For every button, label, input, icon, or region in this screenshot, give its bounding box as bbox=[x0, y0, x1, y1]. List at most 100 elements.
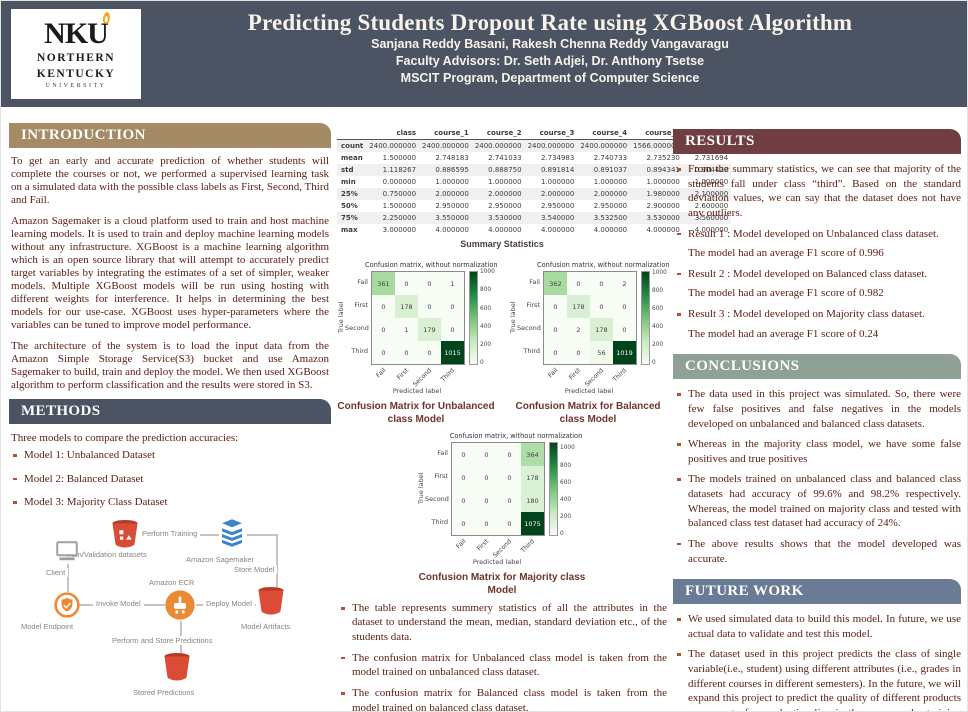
matrix-xtick: Third bbox=[612, 367, 629, 384]
table-cell: 3.532500 bbox=[593, 214, 628, 222]
table-cell: 1.500000 bbox=[382, 202, 417, 210]
table-cell: 2.950000 bbox=[435, 202, 469, 210]
colorbar-tick: 1000 bbox=[652, 269, 667, 276]
matrix-xtick: Fail bbox=[547, 367, 560, 380]
matrix-ytick: Second bbox=[517, 324, 541, 332]
colorbar-tick: 0 bbox=[480, 360, 484, 366]
bullet-item: From the summary statistics, we can see … bbox=[675, 162, 961, 221]
s3-bucket-artifacts-icon bbox=[255, 586, 287, 621]
matrix-ytick: Third bbox=[351, 347, 368, 355]
confusion-matrix-unbalanced: Confusion matrix, without normalization T… bbox=[337, 261, 498, 426]
table-cell: 3.540000 bbox=[540, 214, 575, 222]
table-cell: 0.000000 bbox=[382, 178, 417, 186]
table-row-label: 75% bbox=[341, 214, 358, 222]
matrix-cell: 1015 bbox=[441, 341, 464, 364]
matrix-cell: 0 bbox=[452, 489, 475, 512]
colorbar-tick: 400 bbox=[480, 323, 492, 330]
table-cell: 2.900000 bbox=[646, 202, 680, 210]
colorbar-tick: 200 bbox=[480, 341, 492, 348]
table-cell: 3.560000 bbox=[694, 214, 729, 222]
label-invoke-model: Invoke Model bbox=[93, 599, 144, 609]
table-row-label: min bbox=[341, 178, 356, 186]
client-icon bbox=[53, 539, 81, 570]
introduction-paragraph: The architecture of the system is to loa… bbox=[11, 339, 329, 391]
table-cell: 1.000000 bbox=[593, 178, 628, 186]
flame-icon bbox=[101, 11, 111, 25]
label-ecr: Amazon ECR bbox=[149, 578, 195, 588]
table-cell: 3.550000 bbox=[435, 214, 469, 222]
table-cell: 2.950000 bbox=[540, 202, 575, 210]
matrix-cell: 0 bbox=[498, 466, 521, 489]
table-cell: 2.731694 bbox=[694, 154, 729, 162]
bullet-item: Result 2 : Model developed on Balanced c… bbox=[675, 267, 961, 301]
table-row-label: 25% bbox=[341, 190, 358, 198]
future-work-section: FUTURE WORK We used simulated data to bu… bbox=[673, 579, 961, 711]
s3-bucket-train-icon bbox=[109, 519, 141, 554]
matrix-cell: 364 bbox=[521, 443, 544, 466]
bullet-subtext: The model had an average F1 score of 0.9… bbox=[688, 247, 884, 260]
table-cell: 0.888750 bbox=[488, 166, 522, 174]
table-cell: 1.980000 bbox=[646, 190, 680, 198]
matrix-xtick: Third bbox=[520, 538, 537, 555]
table-row: 50% 1.500000 2.950000 2.950000 2.950000 2.950… bbox=[337, 200, 731, 212]
matrix-cell: 0 bbox=[372, 295, 395, 318]
colorbar-tick: 200 bbox=[560, 513, 572, 520]
bullet-item: Model 3: Majority Class Dataset bbox=[11, 495, 331, 509]
table-cell: 2.950000 bbox=[593, 202, 628, 210]
matrix-cell: 1 bbox=[395, 318, 418, 341]
matrix-title: Confusion matrix, without normalization bbox=[449, 432, 583, 440]
table-cell: 2400.000000 bbox=[527, 142, 575, 150]
matrix-cell: 0 bbox=[544, 318, 567, 341]
introduction-heading: INTRODUCTION bbox=[9, 123, 331, 148]
table-cell: 3.530000 bbox=[488, 214, 522, 222]
matrix-cell: 0 bbox=[452, 466, 475, 489]
table-column-header: course_5 bbox=[630, 127, 683, 140]
future-work-heading: FUTURE WORK bbox=[673, 579, 961, 605]
matrix-ylabel: True label bbox=[417, 472, 425, 504]
label-sagemaker: Amazon Sagemaker bbox=[186, 555, 254, 565]
middle-bullet-list: The table represents summery statistics … bbox=[337, 601, 667, 711]
table-cell: 2400.000000 bbox=[580, 142, 628, 150]
methods-heading: METHODS bbox=[9, 399, 331, 425]
matrix-title: Confusion matrix, without normalization bbox=[537, 261, 670, 269]
table-cell: 1.000000 bbox=[435, 178, 469, 186]
colorbar-tick: 600 bbox=[652, 305, 664, 312]
table-cell: 1.000000 bbox=[488, 178, 522, 186]
introduction-paragraph: Amazon Sagemaker is a cloud platform use… bbox=[11, 214, 329, 331]
matrix-colorbar: 1000 800 600 400 200 0 bbox=[549, 442, 575, 537]
matrix-ylabel: True label bbox=[337, 301, 345, 333]
table-cell: 1.500000 bbox=[382, 154, 417, 162]
table-cell: 4.000000 bbox=[593, 226, 628, 234]
colorbar-tick: 600 bbox=[480, 305, 492, 312]
matrix-cell: 0 bbox=[475, 466, 498, 489]
table-cell: 1.000000 bbox=[694, 178, 729, 186]
confusion-matrix-balanced-caption: Confusion Matrix for Balanced class Mode… bbox=[515, 401, 661, 425]
introduction-paragraph: To get an early and accurate prediction … bbox=[11, 155, 329, 206]
confusion-matrix-unbalanced-caption: Confusion Matrix for Unbalanced class Mo… bbox=[337, 401, 495, 425]
bullet-subtext: The model had an average F1 score of 0.2… bbox=[688, 327, 879, 340]
matrix-cell: 0 bbox=[395, 272, 418, 295]
table-cell: 0.894341 bbox=[646, 166, 680, 174]
matrix-cell: 0 bbox=[395, 341, 418, 364]
matrix-cell: 2 bbox=[613, 272, 636, 295]
matrix-cell: 0 bbox=[475, 512, 498, 535]
bullet-item: Result 1 : Model developed on Unbalanced… bbox=[675, 227, 961, 261]
matrix-cell: 0 bbox=[441, 318, 464, 341]
colorbar-tick: 400 bbox=[652, 323, 664, 330]
matrix-colorbar: 1000 800 600 400 200 0 bbox=[469, 269, 495, 366]
matrix-cell: 0 bbox=[498, 512, 521, 535]
methods-bullet-list: Model 1: Unbalanced Dataset Model 2: Bala… bbox=[9, 448, 331, 509]
table-cell: 2.600000 bbox=[694, 202, 729, 210]
table-row-label: mean bbox=[341, 154, 363, 162]
table-cell: 2.740733 bbox=[593, 154, 628, 162]
confusion-matrix-balanced: Confusion matrix, without normalization T… bbox=[509, 261, 670, 426]
colorbar-tick: 600 bbox=[560, 479, 572, 486]
left-column: INTRODUCTION To get an early and accurat… bbox=[9, 123, 331, 706]
bullet-item: The data used in this project was simula… bbox=[675, 387, 961, 431]
matrix-cell: 178 bbox=[521, 466, 544, 489]
table-cell: 0.904420 bbox=[694, 166, 729, 174]
label-model-endpoint: Model Endpoint bbox=[21, 622, 74, 632]
matrix-ytick: Fail bbox=[357, 278, 368, 286]
s3-bucket-predictions-icon bbox=[161, 652, 193, 687]
